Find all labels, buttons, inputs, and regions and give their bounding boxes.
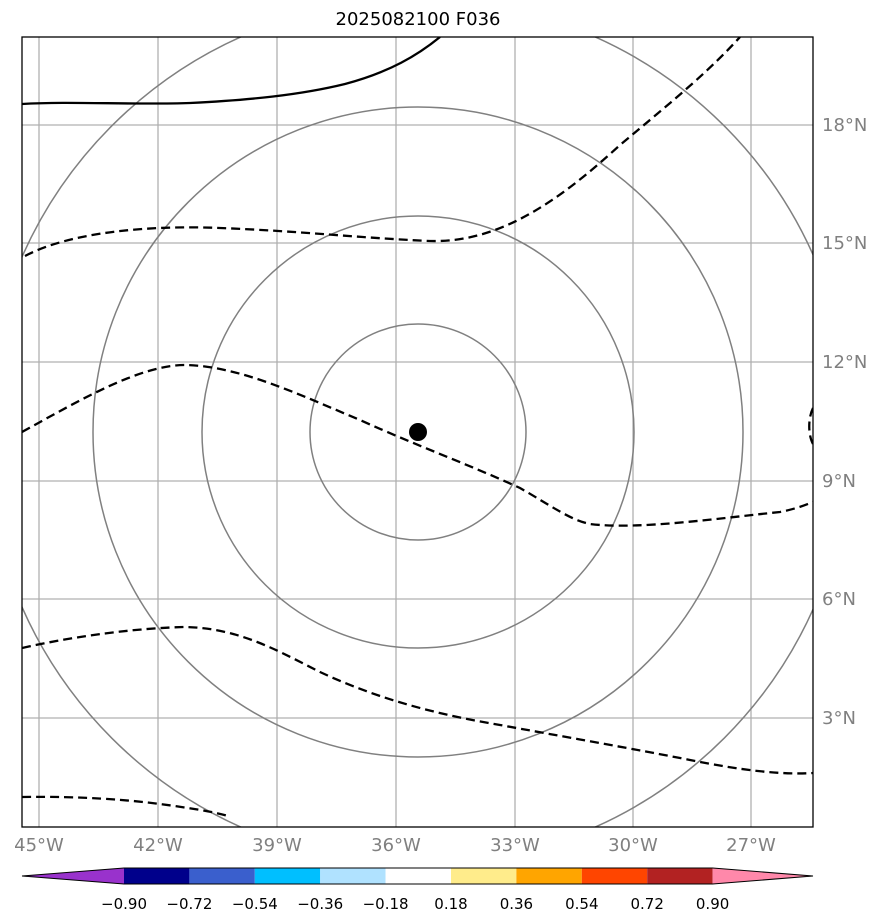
lat-label: 3°N — [822, 708, 856, 729]
colorbar-tick-label: 0.36 — [500, 895, 533, 913]
colorbar-segment — [385, 868, 451, 884]
lon-label: 27°W — [726, 835, 776, 856]
colorbar-tick-label: −0.54 — [232, 895, 278, 913]
lon-label: 42°W — [133, 835, 183, 856]
lat-label: 12°N — [822, 352, 867, 373]
range-rings — [22, 37, 813, 827]
colorbar-tick-label: 0.18 — [434, 895, 467, 913]
colorbar-segment — [647, 868, 713, 884]
contour-dashed-lower — [22, 625, 813, 775]
colorbar-segment — [516, 868, 582, 884]
range-ring-3 — [92, 106, 744, 758]
colorbar-segment — [320, 868, 386, 884]
colorbar — [21, 867, 814, 885]
contour-dashed-upper — [24, 37, 741, 258]
colorbar-extend-right — [712, 868, 813, 884]
contour-dashed-edge — [808, 407, 813, 445]
colorbar-ticks: −0.90 −0.72 −0.54 −0.36 −0.18 0.18 0.36 … — [101, 895, 729, 913]
lat-label: 15°N — [822, 233, 867, 254]
colorbar-segment — [189, 868, 255, 884]
contours-dashed — [22, 37, 813, 818]
colorbar-segment — [451, 868, 517, 884]
colorbar-extend-left — [22, 868, 124, 884]
storm-center-marker — [409, 423, 427, 441]
graticule — [22, 37, 813, 827]
lon-label: 30°W — [608, 835, 658, 856]
colorbar-tick-label: 0.72 — [630, 895, 663, 913]
colorbar-tick-label: −0.72 — [166, 895, 212, 913]
colorbar-segment — [254, 868, 321, 884]
lat-label: 6°N — [822, 589, 856, 610]
range-ring-1 — [309, 323, 527, 541]
map-title: 2025082100 F036 — [335, 9, 501, 30]
lat-label: 9°N — [822, 471, 856, 492]
contour-dashed-bottom — [22, 795, 229, 818]
lat-label: 18°N — [822, 115, 867, 136]
lon-label: 33°W — [490, 835, 540, 856]
lon-labels: 45°W 42°W 39°W 36°W 33°W 30°W 27°W — [14, 835, 776, 856]
contour-dashed-mid — [22, 363, 813, 527]
lon-label: 45°W — [14, 835, 64, 856]
colorbar-segment — [581, 868, 648, 884]
lon-label: 36°W — [371, 835, 421, 856]
map-frame — [21, 36, 814, 828]
colorbar-outline — [21, 867, 814, 885]
colorbar-tick-label: 0.90 — [696, 895, 729, 913]
colorbar-tick-label: −0.90 — [101, 895, 147, 913]
colorbar-tick-label: −0.18 — [363, 895, 409, 913]
colorbar-tick-label: −0.36 — [297, 895, 343, 913]
range-ring-2 — [201, 215, 635, 649]
contour-solid — [22, 37, 441, 106]
lon-label: 39°W — [252, 835, 302, 856]
lat-labels: 18°N 15°N 12°N 9°N 6°N 3°N — [822, 115, 867, 729]
colorbar-segment — [124, 868, 190, 884]
colorbar-tick-label: 0.54 — [565, 895, 598, 913]
